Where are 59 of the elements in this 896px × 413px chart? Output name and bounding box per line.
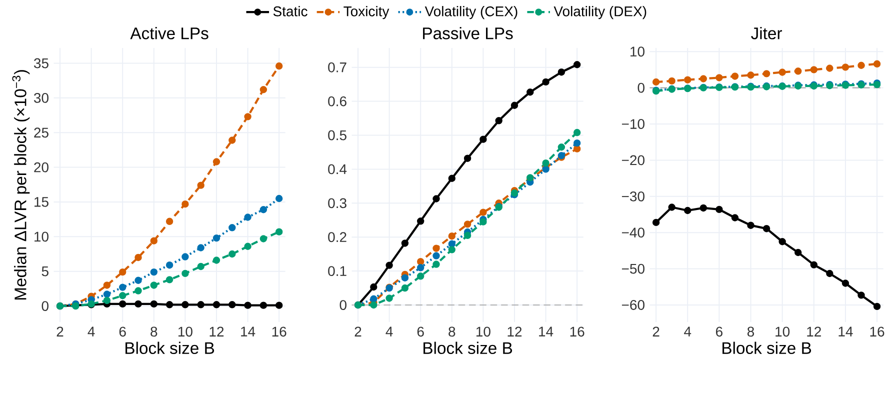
x-axis-title: Block size B — [424, 342, 512, 354]
x-tick-label: 12 — [210, 326, 224, 336]
y-tick-label: 0 — [42, 301, 48, 311]
x-tick-label: 2 — [354, 326, 362, 336]
chart-title: Active LPs — [130, 27, 208, 40]
legend-label: Toxicity — [344, 6, 390, 20]
y-tick-label: −60 — [622, 300, 644, 310]
x-tick-label: 4 — [684, 326, 692, 336]
x-tick-label: 8 — [747, 326, 754, 337]
y-tick-label: −10 — [622, 119, 644, 129]
y-tick-label: 5 — [42, 266, 48, 276]
legend-label: Volatility (DEX) — [554, 6, 646, 20]
y-tick-label: −20 — [622, 155, 644, 166]
y-tick-label: 0.5 — [328, 130, 346, 140]
x-tick-label: 16 — [870, 326, 884, 337]
y-tick-label: 10 — [34, 232, 48, 242]
legend-label: Volatility (CEX) — [424, 6, 518, 20]
x-tick-label: 14 — [241, 326, 256, 336]
x-tick-label: 2 — [56, 326, 64, 336]
x-tick-label: 16 — [570, 326, 584, 337]
x-tick-label: 10 — [776, 326, 790, 337]
x-tick-label: 10 — [476, 326, 490, 337]
x-tick-label: 12 — [508, 326, 522, 336]
y-tick-label: −50 — [622, 264, 644, 274]
x-tick-label: 4 — [88, 326, 95, 336]
x-tick-label: 8 — [150, 326, 158, 337]
y-tick-label: 0.7 — [328, 62, 346, 72]
y-tick-label: 20 — [34, 162, 48, 172]
x-tick-label: 14 — [539, 326, 554, 336]
x-axis-title: Block size B — [126, 342, 214, 354]
y-axis-title: Median ΔLVR per block (×10$^{−3}$) — [12, 70, 30, 300]
x-tick-label: 6 — [417, 326, 424, 337]
x-tick-label: 6 — [119, 326, 126, 337]
x-tick-label: 16 — [272, 326, 286, 337]
y-tick-label: 0.6 — [328, 96, 346, 106]
x-tick-label: 14 — [838, 326, 853, 336]
y-tick-label: 30 — [34, 92, 48, 103]
chart-title: Jiter — [751, 27, 782, 40]
x-tick-label: 4 — [386, 326, 393, 336]
x-tick-label: 12 — [807, 326, 821, 336]
y-tick-label: 0.4 — [328, 164, 347, 174]
y-tick-label: −30 — [622, 191, 644, 202]
x-tick-label: 2 — [652, 326, 660, 336]
y-tick-label: −40 — [622, 228, 644, 238]
y-tick-label: 10 — [630, 46, 644, 57]
y-tick-label: 0.3 — [328, 198, 346, 208]
chart-title: Passive LPs — [423, 27, 513, 40]
x-tick-label: 10 — [178, 326, 192, 337]
x-tick-label: 6 — [716, 326, 722, 337]
y-tick-label: 25 — [34, 128, 48, 138]
y-tick-label: 0.1 — [328, 266, 346, 276]
y-tick-label: 35 — [34, 58, 48, 68]
legend-label: Static — [273, 6, 308, 16]
y-tick-label: 0.2 — [328, 232, 346, 242]
x-axis-title: Block size B — [722, 342, 812, 354]
y-tick-label: 0 — [638, 82, 644, 93]
y-tick-label: 0 — [340, 300, 346, 310]
y-tick-label: 15 — [34, 197, 48, 207]
x-tick-label: 8 — [448, 326, 456, 337]
